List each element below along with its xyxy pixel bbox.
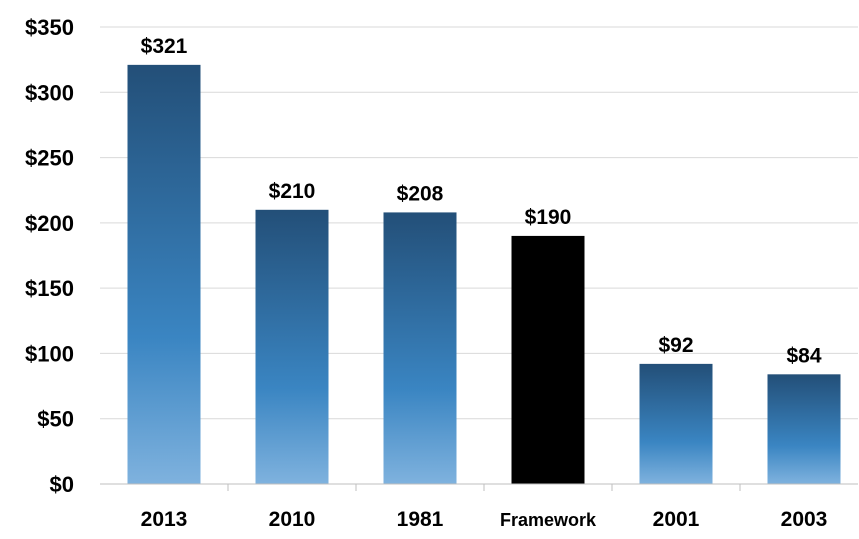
data-label: $84 (786, 344, 821, 367)
y-tick-label: $150 (25, 276, 74, 301)
gridlines (100, 26, 858, 420)
data-label: $92 (658, 334, 693, 357)
y-tick-label: $100 (25, 341, 74, 366)
y-tick-label: $200 (25, 211, 74, 236)
x-tick-label: 2010 (269, 508, 316, 531)
y-tick-label: $0 (50, 472, 74, 497)
y-tick-label: $350 (25, 15, 74, 40)
data-labels: $321 $210 $208 $190 $92 $84 (141, 35, 822, 367)
bar-framework (511, 235, 585, 484)
x-tick-label: 1981 (397, 508, 444, 531)
bar-2013 (127, 64, 201, 484)
data-label: $321 (141, 35, 188, 58)
data-label: $208 (397, 182, 444, 205)
x-tick-label: 2003 (781, 508, 828, 531)
y-tick-label: $250 (25, 146, 74, 171)
bar-2001 (639, 363, 713, 484)
bar-2010 (255, 209, 329, 485)
x-tick-label: Framework (500, 510, 597, 530)
x-axis: 2013 2010 1981 Framework 2001 2003 (100, 483, 858, 531)
y-tick-label: $50 (37, 407, 74, 432)
y-axis: $0 $50 $100 $150 $200 $250 $300 $350 (25, 15, 74, 497)
data-label: $210 (269, 180, 316, 203)
x-tick-label: 2001 (653, 508, 700, 531)
y-tick-label: $300 (25, 80, 74, 105)
bar-2003 (767, 374, 841, 484)
x-tick-label: 2013 (141, 508, 188, 531)
bars (127, 64, 841, 485)
data-label: $190 (525, 206, 572, 229)
bar-1981 (383, 212, 457, 484)
